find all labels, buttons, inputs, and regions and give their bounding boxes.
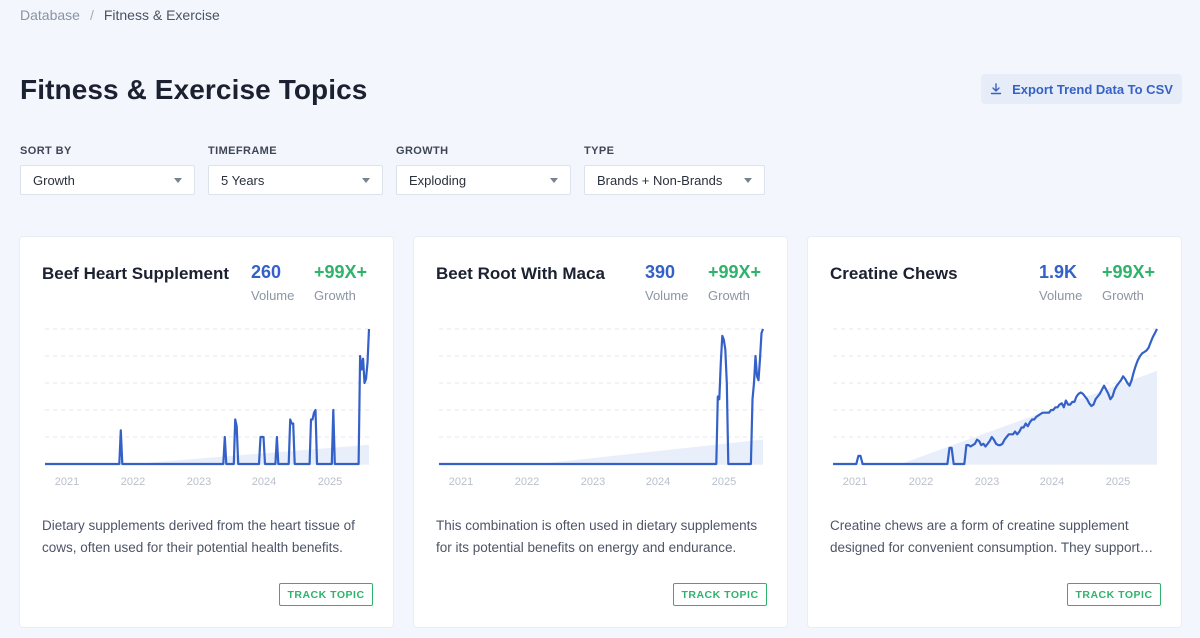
volume-metric: 260 Volume: [251, 262, 294, 303]
volume-metric: 1.9K Volume: [1039, 262, 1082, 303]
topic-description: Dietary supplements derived from the hea…: [42, 518, 355, 555]
topic-title[interactable]: Creatine Chews: [830, 264, 958, 283]
caret-down-icon: [550, 177, 558, 183]
x-tick-label: 2021: [843, 476, 867, 488]
growth-metric: +99X+ Growth: [314, 262, 367, 303]
breadcrumb: Database / Fitness & Exercise: [20, 7, 220, 23]
caret-down-icon: [362, 177, 370, 183]
caret-down-icon: [174, 177, 182, 183]
x-tick-label: 2021: [449, 476, 473, 488]
trend-chart: 2021 2022 2023 2024 2025: [439, 328, 765, 488]
trend-chart: 2021 2022 2023 2024 2025: [45, 328, 371, 488]
series-line: [45, 328, 371, 466]
filter-label: TIMEFRAME: [208, 145, 277, 157]
filter-sort-by: SORT BY Growth: [20, 145, 195, 195]
series-line: [833, 328, 1158, 466]
x-tick-label: 2023: [187, 476, 211, 488]
filter-timeframe: TIMEFRAME 5 Years: [208, 145, 383, 195]
type-select[interactable]: Brands + Non-Brands: [584, 165, 765, 195]
growth-label: Growth: [314, 288, 356, 303]
x-tick-label: 2024: [646, 476, 670, 488]
growth-metric: +99X+ Growth: [1102, 262, 1155, 303]
trend-area: [538, 439, 763, 464]
topic-card[interactable]: Beef Heart Supplement 260 Volume +99X+ G…: [20, 237, 393, 627]
series-line: [439, 328, 765, 466]
growth-value: +99X+: [708, 262, 762, 282]
x-tick-label: 2024: [1040, 476, 1064, 488]
filter-label: TYPE: [584, 145, 615, 157]
topic-card[interactable]: Creatine Chews 1.9K Volume +99X+ Growth …: [808, 237, 1181, 627]
volume-metric: 390 Volume: [645, 262, 688, 303]
x-tick-label: 2023: [975, 476, 999, 488]
breadcrumb-current: Fitness & Exercise: [103, 7, 220, 23]
x-tick-label: 2022: [121, 476, 145, 488]
download-icon: [990, 83, 1002, 95]
volume-label: Volume: [1039, 288, 1083, 303]
x-tick-label: 2025: [1106, 476, 1130, 488]
track-topic-button[interactable]: TRACK TOPIC: [673, 583, 767, 606]
growth-select[interactable]: Exploding: [396, 165, 571, 195]
growth-metric: +99X+ Growth: [708, 262, 761, 303]
growth-label: Growth: [708, 288, 750, 303]
trend-chart: 2021 2022 2023 2024 2025: [833, 328, 1158, 488]
volume-value: 1.9K: [1039, 262, 1078, 282]
track-topic-button[interactable]: TRACK TOPIC: [279, 583, 373, 606]
x-tick-label: 2022: [515, 476, 539, 488]
topic-card[interactable]: Beet Root With Maca 390 Volume +99X+ Gro…: [414, 237, 787, 627]
volume-label: Volume: [645, 288, 689, 303]
sort-by-select[interactable]: Growth: [20, 165, 195, 195]
breadcrumb-root[interactable]: Database: [20, 7, 80, 23]
select-value: Exploding: [409, 172, 467, 188]
filter-label: SORT BY: [20, 145, 72, 157]
topic-title[interactable]: Beef Heart Supplement: [42, 264, 230, 283]
select-value: Growth: [33, 172, 75, 188]
track-topic-button[interactable]: TRACK TOPIC: [1067, 583, 1161, 606]
growth-value: +99X+: [314, 262, 368, 282]
volume-value: 260: [251, 262, 282, 282]
filter-label: GROWTH: [396, 145, 449, 157]
breadcrumb-separator: /: [89, 7, 94, 23]
filter-bar: SORT BY Growth TIMEFRAME 5 Years GROWTH …: [20, 145, 765, 195]
filter-type: TYPE Brands + Non-Brands: [584, 145, 765, 195]
volume-value: 390: [645, 262, 676, 282]
topic-title[interactable]: Beet Root With Maca: [436, 264, 605, 283]
x-tick-label: 2021: [55, 476, 79, 488]
export-csv-label: Export Trend Data To CSV: [1012, 81, 1173, 97]
export-csv-button[interactable]: Export Trend Data To CSV: [981, 74, 1182, 104]
page-title: Fitness & Exercise Topics: [20, 74, 368, 105]
topic-description: Creatine chews are a form of creatine su…: [830, 518, 1140, 555]
growth-value: +99X+: [1102, 262, 1156, 282]
growth-label: Growth: [1102, 288, 1144, 303]
x-tick-label: 2023: [581, 476, 605, 488]
x-tick-label: 2022: [909, 476, 933, 488]
select-value: 5 Years: [221, 172, 265, 188]
topic-description: This combination is often used in dietar…: [436, 518, 758, 555]
timeframe-select[interactable]: 5 Years: [208, 165, 383, 195]
x-tick-label: 2025: [318, 476, 342, 488]
x-tick-label: 2025: [712, 476, 736, 488]
filter-growth: GROWTH Exploding: [396, 145, 571, 195]
x-tick-label: 2024: [252, 476, 276, 488]
caret-down-icon: [744, 177, 752, 183]
volume-label: Volume: [251, 288, 295, 303]
select-value: Brands + Non-Brands: [597, 172, 723, 188]
